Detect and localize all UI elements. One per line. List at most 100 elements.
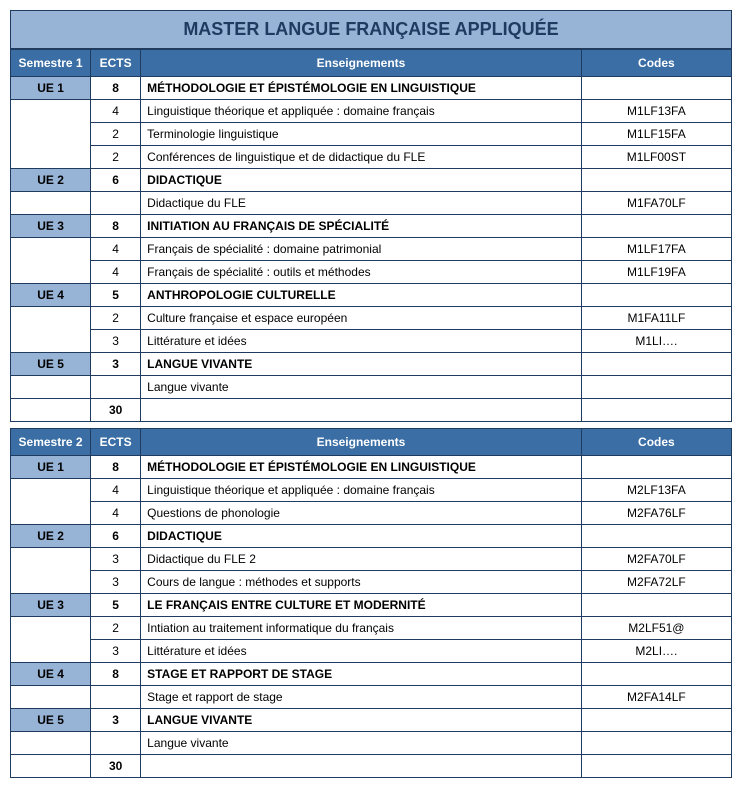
ects-cell: 4 bbox=[91, 479, 141, 502]
ue-blank bbox=[11, 376, 91, 399]
ects-cell: 8 bbox=[91, 663, 141, 686]
code-cell: M2FA70LF bbox=[581, 548, 731, 571]
table-row: UE 48STAGE ET RAPPORT DE STAGE bbox=[11, 663, 732, 686]
ects-cell bbox=[91, 732, 141, 755]
table-row: 2Intiation au traitement informatique du… bbox=[11, 617, 732, 640]
ects-cell: 2 bbox=[91, 123, 141, 146]
col-ects: ECTS bbox=[91, 429, 141, 456]
ects-cell: 6 bbox=[91, 525, 141, 548]
table-row: 4Français de spécialité : outils et méth… bbox=[11, 261, 732, 284]
enseignement-head: DIDACTIQUE bbox=[141, 169, 582, 192]
code-cell: M2FA14LF bbox=[581, 686, 731, 709]
table-row: 4Questions de phonologieM2FA76LF bbox=[11, 502, 732, 525]
table-row: UE 18MÉTHODOLOGIE ET ÉPISTÉMOLOGIE EN LI… bbox=[11, 456, 732, 479]
enseignement-cell: Stage et rapport de stage bbox=[141, 686, 582, 709]
ects-cell: 3 bbox=[91, 330, 141, 353]
semesters-container: Semestre 1ECTSEnseignementsCodesUE 18MÉT… bbox=[10, 49, 732, 778]
ects-cell bbox=[91, 376, 141, 399]
ects-cell: 2 bbox=[91, 146, 141, 169]
semester-table: Semestre 1ECTSEnseignementsCodesUE 18MÉT… bbox=[10, 49, 732, 422]
ects-cell: 5 bbox=[91, 284, 141, 307]
col-codes: Codes bbox=[581, 50, 731, 77]
table-row: 3Littérature et idéesM2LI…. bbox=[11, 640, 732, 663]
code-cell: M2LF13FA bbox=[581, 479, 731, 502]
enseignement-cell: Linguistique théorique et appliquée : do… bbox=[141, 100, 582, 123]
ue-blank bbox=[11, 307, 91, 353]
ects-cell: 3 bbox=[91, 709, 141, 732]
enseignement-cell: Linguistique théorique et appliquée : do… bbox=[141, 479, 582, 502]
ects-cell: 3 bbox=[91, 640, 141, 663]
ects-cell: 8 bbox=[91, 456, 141, 479]
code-cell bbox=[581, 284, 731, 307]
enseignement-head: MÉTHODOLOGIE ET ÉPISTÉMOLOGIE EN LINGUIS… bbox=[141, 456, 582, 479]
ue-blank bbox=[11, 238, 91, 284]
code-cell bbox=[581, 77, 731, 100]
table-row: 3Cours de langue : méthodes et supportsM… bbox=[11, 571, 732, 594]
code-cell bbox=[581, 709, 731, 732]
ects-cell: 2 bbox=[91, 617, 141, 640]
ue-cell: UE 1 bbox=[11, 77, 91, 100]
table-row: 4Français de spécialité : domaine patrim… bbox=[11, 238, 732, 261]
ue-cell: UE 1 bbox=[11, 456, 91, 479]
table-row: Langue vivante bbox=[11, 376, 732, 399]
enseignement-cell: Français de spécialité : outils et métho… bbox=[141, 261, 582, 284]
code-cell bbox=[581, 169, 731, 192]
ue-cell: UE 4 bbox=[11, 663, 91, 686]
enseignement-cell: Didactique du FLE 2 bbox=[141, 548, 582, 571]
table-row: UE 53LANGUE VIVANTE bbox=[11, 709, 732, 732]
ects-cell: 3 bbox=[91, 571, 141, 594]
table-row: 2Conférences de linguistique et de didac… bbox=[11, 146, 732, 169]
code-cell: M2LF51@ bbox=[581, 617, 731, 640]
ects-cell: 2 bbox=[91, 307, 141, 330]
ue-blank bbox=[11, 548, 91, 594]
code-cell: M2FA76LF bbox=[581, 502, 731, 525]
enseignement-head: MÉTHODOLOGIE ET ÉPISTÉMOLOGIE EN LINGUIS… bbox=[141, 77, 582, 100]
table-row: Langue vivante bbox=[11, 732, 732, 755]
total-ects: 30 bbox=[91, 755, 141, 778]
total-ects: 30 bbox=[91, 399, 141, 422]
semester-table: Semestre 2ECTSEnseignementsCodesUE 18MÉT… bbox=[10, 428, 732, 778]
code-cell bbox=[581, 353, 731, 376]
enseignement-cell: Cours de langue : méthodes et supports bbox=[141, 571, 582, 594]
enseignement-head: DIDACTIQUE bbox=[141, 525, 582, 548]
enseignement-cell: Littérature et idées bbox=[141, 640, 582, 663]
ects-cell: 3 bbox=[91, 548, 141, 571]
enseignement-cell: Français de spécialité : domaine patrimo… bbox=[141, 238, 582, 261]
table-row: UE 26DIDACTIQUE bbox=[11, 169, 732, 192]
ue-cell: UE 2 bbox=[11, 169, 91, 192]
ects-cell: 8 bbox=[91, 77, 141, 100]
ue-blank bbox=[11, 399, 91, 422]
ects-cell: 3 bbox=[91, 353, 141, 376]
enseignement-cell: Langue vivante bbox=[141, 732, 582, 755]
ue-cell: UE 3 bbox=[11, 215, 91, 238]
ue-blank bbox=[11, 686, 91, 709]
ue-cell: UE 5 bbox=[11, 709, 91, 732]
code-cell bbox=[581, 732, 731, 755]
ects-cell: 6 bbox=[91, 169, 141, 192]
ue-blank bbox=[11, 192, 91, 215]
enseignement-cell: Conférences de linguistique et de didact… bbox=[141, 146, 582, 169]
ue-blank bbox=[11, 100, 91, 169]
table-row: UE 18MÉTHODOLOGIE ET ÉPISTÉMOLOGIE EN LI… bbox=[11, 77, 732, 100]
enseignement-cell: Intiation au traitement informatique du … bbox=[141, 617, 582, 640]
col-enseignements: Enseignements bbox=[141, 429, 582, 456]
code-cell bbox=[581, 456, 731, 479]
table-row: 4Linguistique théorique et appliquée : d… bbox=[11, 100, 732, 123]
enseignement-cell: Langue vivante bbox=[141, 376, 582, 399]
enseignement-head: INITIATION AU FRANÇAIS DE SPÉCIALITÉ bbox=[141, 215, 582, 238]
ects-cell bbox=[91, 192, 141, 215]
code-cell bbox=[581, 215, 731, 238]
ue-cell: UE 4 bbox=[11, 284, 91, 307]
table-row: UE 38INITIATION AU FRANÇAIS DE SPÉCIALIT… bbox=[11, 215, 732, 238]
code-cell: M1LF17FA bbox=[581, 238, 731, 261]
code-cell: M2FA72LF bbox=[581, 571, 731, 594]
code-cell: M1LF15FA bbox=[581, 123, 731, 146]
code-cell: M1LF13FA bbox=[581, 100, 731, 123]
code-cell: M1FA11LF bbox=[581, 307, 731, 330]
enseignement-cell: Terminologie linguistique bbox=[141, 123, 582, 146]
enseignement-head: LANGUE VIVANTE bbox=[141, 353, 582, 376]
table-row: Didactique du FLEM1FA70LF bbox=[11, 192, 732, 215]
table-row: UE 53LANGUE VIVANTE bbox=[11, 353, 732, 376]
table-row: 3Didactique du FLE 2M2FA70LF bbox=[11, 548, 732, 571]
table-row: 2Culture française et espace européenM1F… bbox=[11, 307, 732, 330]
